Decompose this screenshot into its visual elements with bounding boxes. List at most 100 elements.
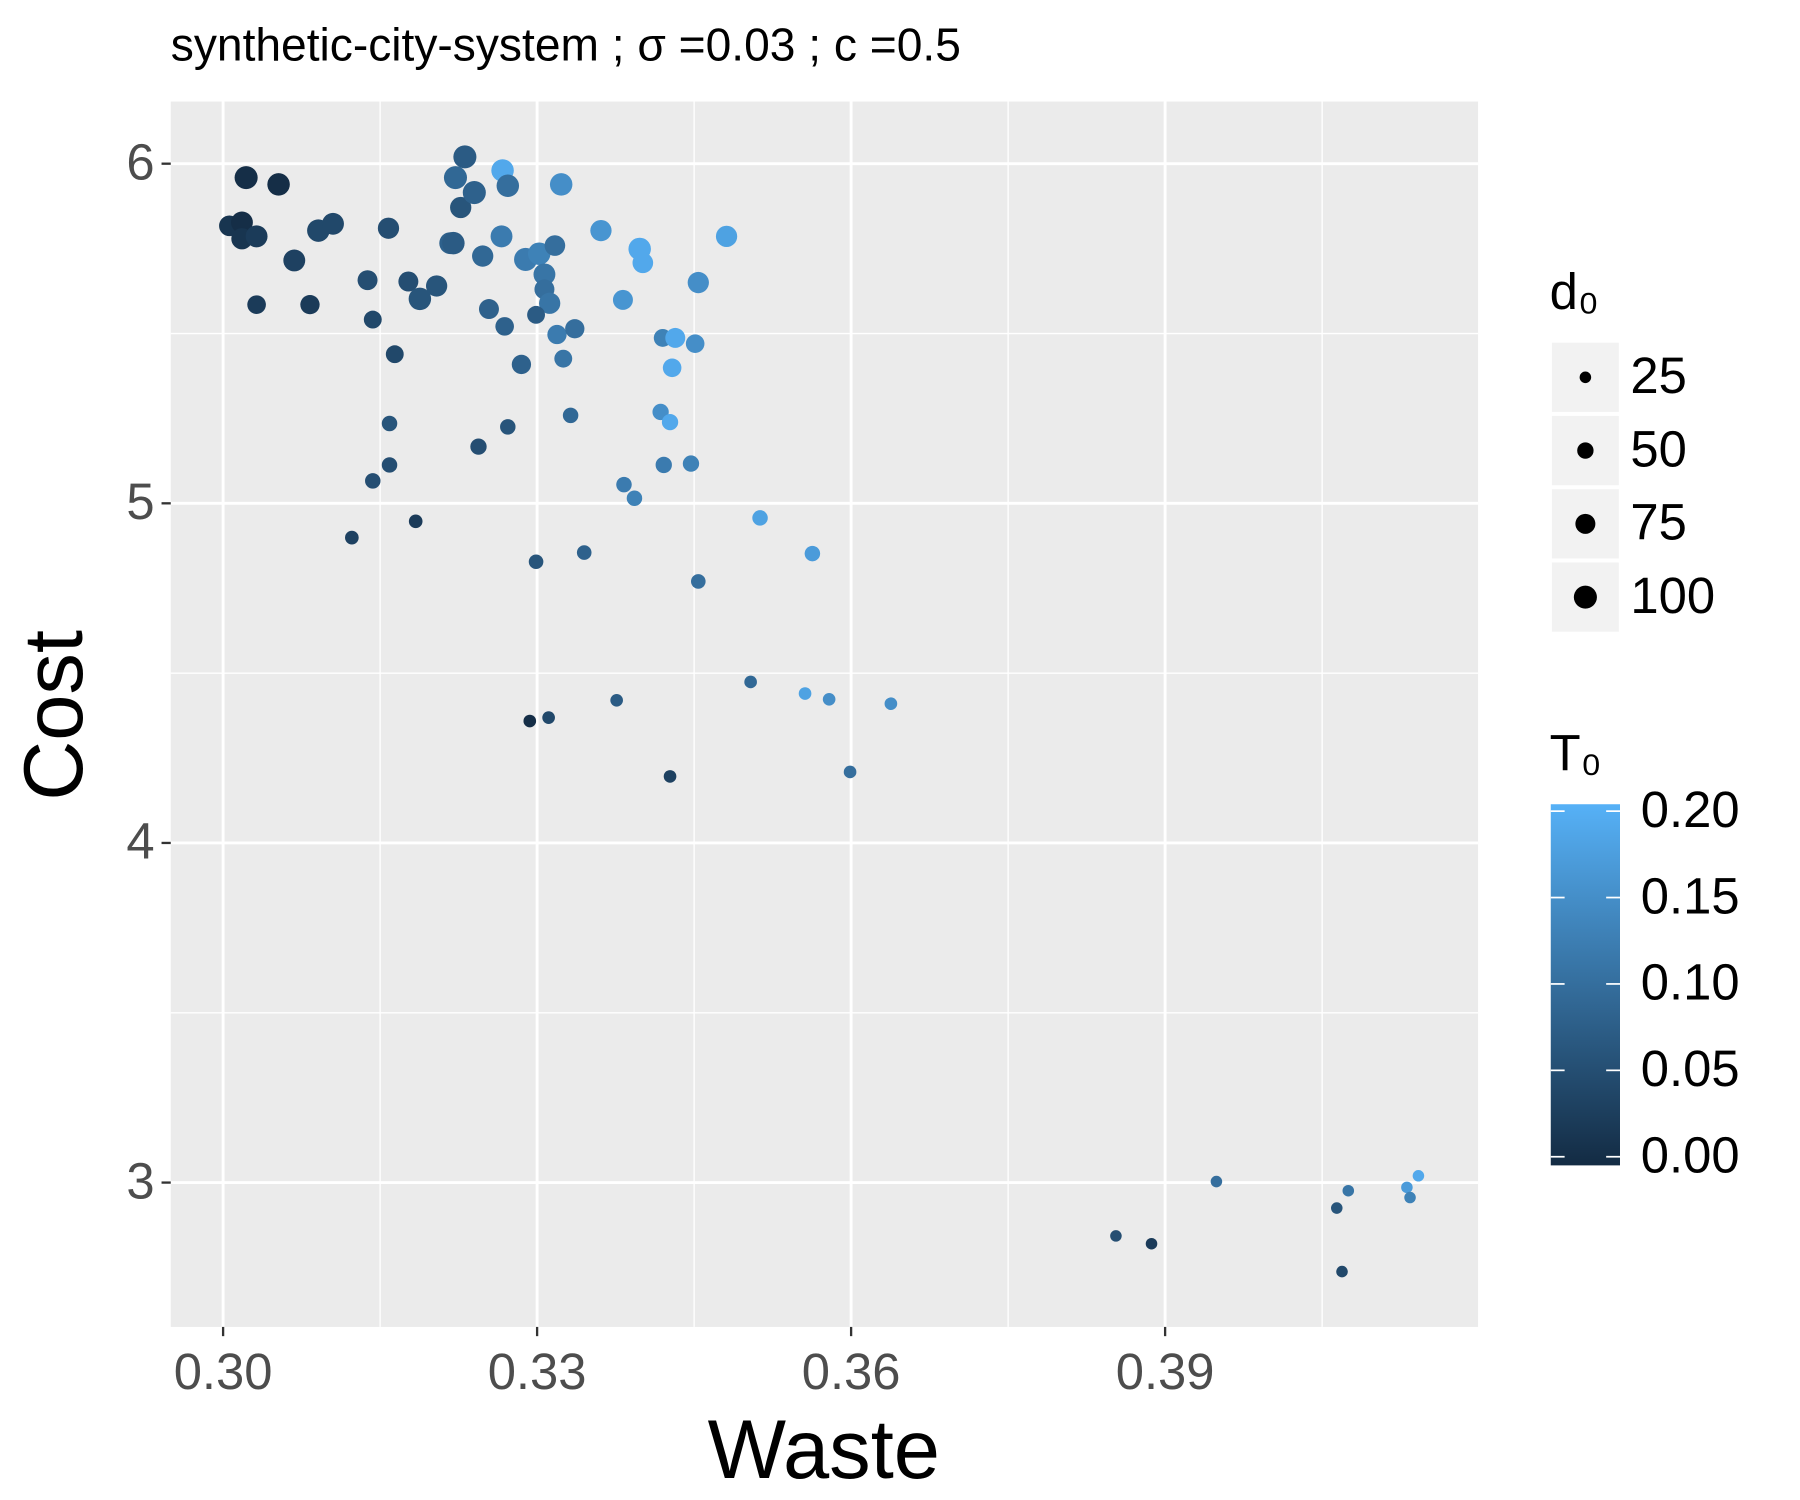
point [357, 270, 378, 291]
point [554, 349, 573, 368]
legend-label: 100 [1630, 567, 1715, 624]
point [612, 289, 633, 310]
point [661, 413, 679, 431]
point [381, 415, 398, 432]
x-axis-label: Waste [708, 1403, 940, 1496]
point [1331, 1202, 1343, 1214]
point [230, 211, 253, 234]
point [496, 174, 520, 198]
legend-size-marker [1575, 513, 1596, 534]
point [345, 530, 359, 545]
point [884, 697, 898, 711]
point [665, 327, 686, 348]
point [691, 574, 706, 589]
point [442, 231, 465, 255]
point [744, 675, 757, 689]
point [1401, 1181, 1413, 1194]
point [682, 455, 700, 472]
point [495, 317, 514, 336]
point [234, 166, 258, 190]
point [616, 476, 632, 493]
point [365, 473, 381, 489]
point [565, 319, 585, 339]
point [490, 225, 513, 248]
point [478, 299, 499, 320]
y-tick-label: 6 [126, 133, 154, 190]
point [500, 419, 516, 435]
point [655, 456, 672, 474]
point [539, 292, 561, 314]
point [283, 249, 306, 272]
point [687, 271, 709, 294]
point [398, 271, 419, 292]
legend-label: 50 [1630, 420, 1686, 477]
point [425, 275, 448, 297]
point [533, 263, 556, 286]
x-tick-label: 0.36 [802, 1343, 901, 1400]
point [245, 225, 268, 248]
point [715, 225, 738, 248]
colorbar-label: 0.05 [1641, 1040, 1740, 1097]
point [822, 692, 836, 706]
point [590, 219, 612, 242]
point [363, 310, 382, 329]
point [527, 242, 551, 265]
legend-size-marker [1573, 585, 1597, 609]
point [662, 358, 682, 378]
legend-label: 25 [1630, 347, 1686, 404]
point [322, 212, 344, 235]
x-tick-label: 0.39 [1116, 1343, 1215, 1400]
point [450, 196, 472, 219]
point [752, 510, 768, 526]
legend-size-marker [1579, 371, 1592, 384]
point [528, 554, 544, 570]
colorbar-label: 0.15 [1641, 867, 1740, 924]
point [549, 173, 573, 196]
point [470, 438, 487, 455]
point [527, 305, 545, 324]
colorbar-label: 0.10 [1641, 954, 1740, 1011]
y-tick-label: 4 [126, 813, 154, 870]
chart-title: synthetic-city-system ; σ =0.03 ; c =0.5 [171, 19, 961, 71]
point [462, 181, 486, 205]
y-tick-label: 3 [126, 1152, 154, 1209]
y-tick-label: 5 [126, 473, 154, 530]
point [300, 294, 320, 315]
colorbar-label: 0.00 [1641, 1126, 1740, 1183]
x-tick-label: 0.33 [488, 1343, 587, 1400]
point [1110, 1230, 1122, 1242]
x-tick-label: 0.30 [174, 1343, 273, 1400]
y-axis-label: Cost [7, 630, 100, 801]
point [408, 287, 432, 311]
point [626, 490, 643, 506]
point [663, 770, 677, 783]
point [632, 252, 654, 274]
point [1336, 1265, 1348, 1278]
legend-size-marker [1577, 442, 1594, 459]
point [798, 687, 812, 700]
point [576, 545, 592, 560]
legend-label: 75 [1630, 494, 1686, 551]
point [381, 457, 398, 473]
panel [170, 101, 1479, 1327]
point [1404, 1191, 1416, 1204]
point [377, 217, 400, 239]
point [685, 334, 705, 353]
point [408, 514, 423, 529]
point [542, 711, 555, 724]
point [562, 407, 579, 424]
point [843, 765, 857, 779]
color-legend-title: T₀ [1550, 724, 1602, 781]
point [385, 345, 404, 364]
point [610, 693, 623, 707]
point [247, 295, 266, 314]
point [1342, 1184, 1355, 1197]
point [1145, 1237, 1158, 1250]
point [443, 166, 468, 190]
point [544, 235, 566, 256]
size-legend-title: d₀ [1550, 263, 1599, 320]
point [267, 173, 290, 196]
colorbar-label: 0.20 [1641, 781, 1740, 838]
